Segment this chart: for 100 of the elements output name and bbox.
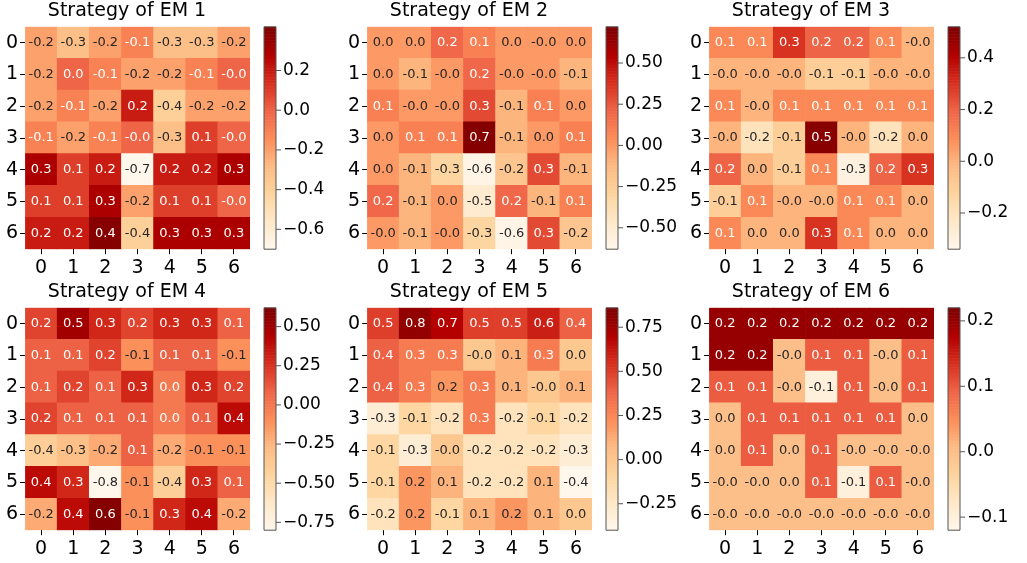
color-bar-label: 0.00: [283, 393, 321, 414]
data-label: 0.3: [469, 378, 490, 394]
data-label: -0.1: [221, 346, 247, 362]
data-label: -0.1: [808, 65, 835, 81]
color-bar-label: −0.75: [283, 510, 336, 531]
data-label: 0.3: [159, 315, 181, 331]
data-label: -0.1: [189, 442, 215, 458]
data-label: -0.0: [905, 34, 931, 50]
data-label: -0.3: [563, 442, 589, 458]
data-label: 0.2: [714, 346, 736, 362]
x-tick-label: 1: [67, 535, 80, 558]
y-tick-label: 1: [5, 61, 19, 84]
data-label: 0.1: [565, 378, 587, 394]
data-label: 0.1: [501, 378, 523, 394]
data-label: 0.2: [469, 65, 490, 81]
data-label: 0.3: [95, 315, 116, 331]
data-label: -0.1: [563, 161, 589, 177]
data-label: -0.1: [531, 192, 557, 208]
data-label: -0.3: [370, 410, 396, 426]
data-label: -0.1: [402, 192, 428, 208]
data-label: 0.5: [469, 315, 490, 331]
data-label: 0.2: [501, 505, 523, 521]
data-label: 0.1: [746, 192, 768, 208]
data-label: -0.0: [840, 442, 867, 458]
data-label: 0.1: [159, 346, 181, 362]
data-label: 0.2: [811, 315, 832, 331]
x-tick-label: 4: [847, 535, 860, 558]
data-label: 0.3: [191, 378, 213, 394]
y-tick-label: 1: [689, 61, 703, 84]
data-label: 0.2: [62, 224, 84, 240]
data-label: 0.3: [127, 378, 148, 394]
x-tick-label: 0: [719, 535, 732, 558]
y-tick-label: 0: [347, 29, 361, 52]
data-label: -0.0: [434, 97, 461, 113]
data-label: -0.0: [808, 505, 835, 521]
chart-title: Strategy of EM 3: [731, 0, 891, 21]
data-label: -0.0: [221, 65, 247, 81]
data-label: -0.0: [434, 224, 461, 240]
chart-title: Strategy of EM 4: [47, 279, 207, 302]
data-label: 0.5: [372, 315, 394, 331]
color-bar-label: −0.1: [967, 505, 1009, 526]
data-label: 0.1: [565, 192, 587, 208]
color-bar-label: −0.2: [283, 138, 325, 159]
data-label: -0.1: [563, 65, 589, 81]
data-label: 0.1: [62, 346, 84, 362]
data-label: -0.0: [776, 346, 803, 362]
data-label: 0.1: [746, 34, 768, 50]
x-tick-label: 0: [377, 254, 390, 277]
color-bar-label: 0.00: [625, 448, 663, 469]
x-tick-label: 6: [569, 535, 582, 558]
y-tick-label: 2: [347, 374, 361, 397]
data-label: 0.2: [404, 505, 426, 521]
data-label: 0.5: [811, 129, 832, 145]
color-bar-label: −0.2: [967, 201, 1009, 222]
data-label: 0.1: [533, 505, 555, 521]
x-tick-label: 1: [409, 535, 422, 558]
data-label: 0.0: [875, 224, 897, 240]
data-label: 0.1: [501, 346, 523, 362]
color-bar-label: 0.75: [625, 315, 663, 336]
data-label: 0.0: [907, 224, 929, 240]
x-tick-label: 2: [441, 254, 454, 277]
x-tick-label: 6: [911, 254, 924, 277]
y-tick-label: 0: [689, 29, 703, 52]
x-tick-label: 3: [131, 535, 144, 558]
data-label: -0.0: [808, 192, 835, 208]
data-label: 0.3: [191, 473, 213, 489]
color-bar-label: 0.50: [625, 359, 663, 380]
data-label: -0.0: [744, 65, 770, 81]
x-tick-label: 4: [847, 254, 860, 277]
color-bar-label: 0.50: [625, 51, 663, 72]
data-label: 0.1: [875, 192, 897, 208]
color-bar-label: 0.25: [625, 92, 663, 113]
y-tick-label: 3: [689, 124, 703, 147]
y-tick-label: 5: [347, 469, 361, 492]
data-label: 0.1: [779, 97, 800, 113]
x-tick-label: 2: [99, 535, 112, 558]
data-label: -0.4: [28, 442, 54, 458]
data-label: -0.0: [712, 473, 738, 489]
data-label: 0.2: [95, 346, 116, 362]
x-tick-label: 5: [195, 254, 208, 277]
x-tick-label: 4: [163, 535, 176, 558]
data-label: -0.2: [124, 192, 151, 208]
data-label: -0.1: [370, 442, 396, 458]
y-tick-label: 4: [347, 156, 361, 179]
data-label: -0.1: [92, 129, 119, 145]
x-tick-label: 6: [569, 254, 582, 277]
data-label: -0.3: [840, 161, 867, 177]
data-label: 0.4: [372, 346, 394, 362]
data-label: -0.2: [434, 410, 461, 426]
data-label: 0.2: [223, 378, 245, 394]
data-label: 0.1: [30, 192, 52, 208]
data-label: -0.2: [28, 34, 54, 50]
x-tick-label: 6: [227, 254, 240, 277]
data-label: 0.0: [746, 161, 768, 177]
y-tick-label: 6: [347, 220, 361, 243]
x-tick-label: 5: [879, 535, 892, 558]
y-tick-label: 0: [347, 310, 361, 333]
data-label: 0.4: [565, 315, 587, 331]
x-tick-label: 5: [879, 254, 892, 277]
data-label: -0.2: [28, 97, 54, 113]
